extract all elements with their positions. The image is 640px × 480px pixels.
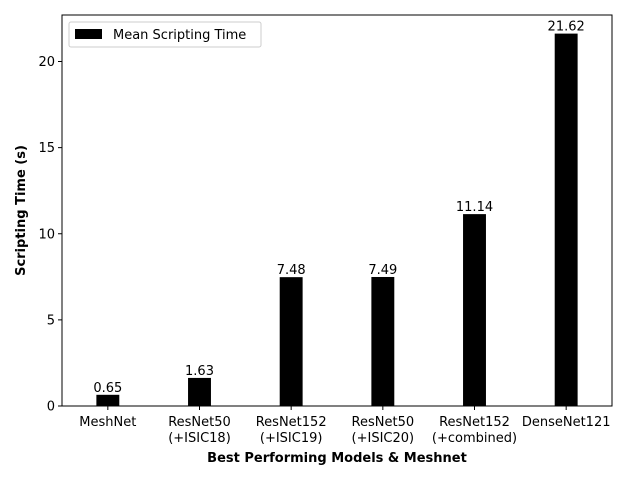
legend: Mean Scripting Time xyxy=(68,21,262,48)
bar xyxy=(279,277,303,406)
data-label: 11.14 xyxy=(456,200,493,215)
data-label: 21.62 xyxy=(548,20,585,35)
x-tick-label: ResNet152 (+combined) xyxy=(432,415,517,446)
y-tick-label: 20 xyxy=(38,55,55,70)
legend-box xyxy=(68,21,262,48)
bar xyxy=(96,394,120,406)
data-labels-group: 0.65 1.63 7.48 7.49 11.14 21.62 xyxy=(93,20,584,396)
bars-group xyxy=(96,33,578,407)
y-tick-label: 0 xyxy=(47,400,55,415)
plot-frame xyxy=(61,14,613,407)
x-tick-label: MeshNet xyxy=(79,415,136,430)
y-axis-title: Scripting Time (s) xyxy=(14,145,29,276)
x-tick-label: ResNet152 (+ISIC19) xyxy=(256,415,327,446)
y-axis-ticks: 0 5 10 15 20 xyxy=(38,55,62,415)
bar xyxy=(463,214,486,406)
data-label: 0.65 xyxy=(93,381,122,396)
y-tick-label: 5 xyxy=(47,313,55,328)
bar xyxy=(554,33,578,407)
bar xyxy=(188,377,211,406)
legend-swatch xyxy=(75,29,102,39)
x-tick-label: ResNet50 (+ISIC20) xyxy=(352,415,415,446)
x-axis-ticks: MeshNet ResNet50 (+ISIC18) ResNet152 (+ISIC1… xyxy=(79,406,610,446)
x-tick-label: DenseNet121 xyxy=(522,415,611,430)
x-tick-label: ResNet50 (+ISIC18) xyxy=(168,415,231,446)
y-tick-label: 10 xyxy=(38,227,55,242)
legend-label: Mean Scripting Time xyxy=(113,28,246,43)
bar xyxy=(371,276,395,406)
y-tick-label: 15 xyxy=(38,141,55,156)
data-label: 1.63 xyxy=(185,364,214,379)
x-axis-title: Best Performing Models & Meshnet xyxy=(207,451,467,466)
data-label: 7.49 xyxy=(368,263,397,278)
data-label: 7.48 xyxy=(277,263,306,278)
